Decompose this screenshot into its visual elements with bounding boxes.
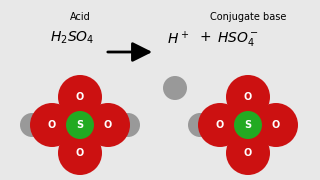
Text: Conjugate base: Conjugate base bbox=[210, 12, 286, 22]
Text: +: + bbox=[199, 30, 211, 44]
Text: O: O bbox=[104, 120, 112, 130]
Circle shape bbox=[116, 113, 140, 137]
Text: $H^+$: $H^+$ bbox=[167, 30, 189, 47]
Circle shape bbox=[234, 111, 262, 139]
Circle shape bbox=[254, 103, 298, 147]
Text: $H_2SO_4$: $H_2SO_4$ bbox=[50, 30, 94, 46]
Text: O: O bbox=[48, 120, 56, 130]
Circle shape bbox=[163, 76, 187, 100]
Text: O: O bbox=[272, 120, 280, 130]
Text: O: O bbox=[244, 92, 252, 102]
Text: Acid: Acid bbox=[70, 12, 90, 22]
Text: O: O bbox=[76, 148, 84, 158]
Text: O: O bbox=[244, 148, 252, 158]
Circle shape bbox=[226, 75, 270, 119]
Circle shape bbox=[188, 113, 212, 137]
Text: S: S bbox=[76, 120, 84, 130]
Circle shape bbox=[58, 131, 102, 175]
Circle shape bbox=[20, 113, 44, 137]
Text: $HSO_4^-$: $HSO_4^-$ bbox=[217, 30, 259, 48]
Circle shape bbox=[198, 103, 242, 147]
Circle shape bbox=[226, 131, 270, 175]
Circle shape bbox=[30, 103, 74, 147]
Text: S: S bbox=[244, 120, 252, 130]
Circle shape bbox=[86, 103, 130, 147]
Text: O: O bbox=[76, 92, 84, 102]
Circle shape bbox=[66, 111, 94, 139]
Text: O: O bbox=[216, 120, 224, 130]
Circle shape bbox=[58, 75, 102, 119]
